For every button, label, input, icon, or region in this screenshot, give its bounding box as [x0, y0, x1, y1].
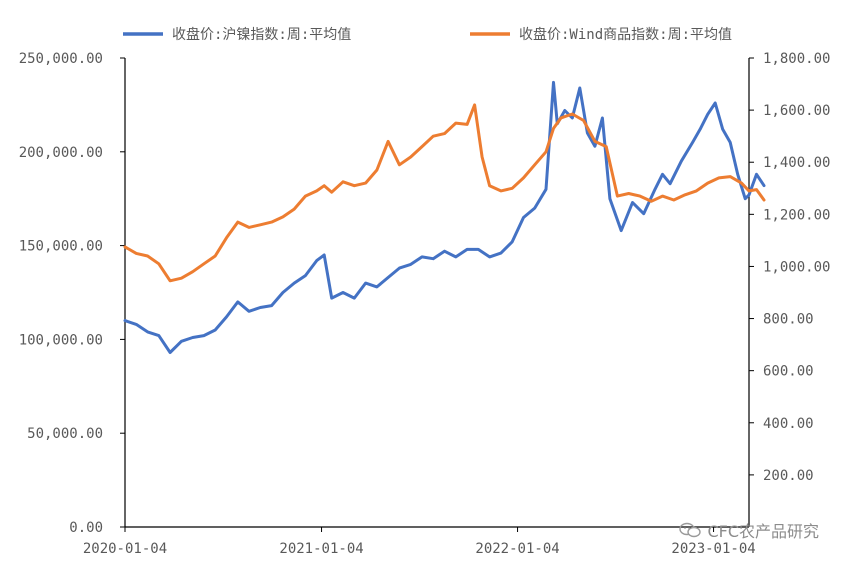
y-right-tick-label: 1,200.00 [763, 207, 830, 223]
y-right-tick-label: 200.00 [763, 468, 814, 484]
y-left-tick-label: 50,000.00 [27, 426, 103, 442]
wechat-icon [679, 522, 702, 538]
y-left-tick-label: 150,000.00 [19, 239, 103, 255]
y-left-tick-label: 100,000.00 [19, 332, 103, 348]
y-left-tick-label: 0.00 [69, 520, 103, 536]
y-right-tick-label: 400.00 [763, 416, 814, 432]
x-tick-label: 2022-01-04 [475, 541, 559, 557]
legend-label-nickel: 收盘价:沪镍指数:周:平均值 [172, 26, 351, 43]
y-right-tick-label: 1,000.00 [763, 259, 830, 275]
x-tick-label: 2021-01-04 [279, 541, 363, 557]
y-right-tick-label: 1,400.00 [763, 155, 830, 171]
y-left-tick-label: 200,000.00 [19, 145, 103, 161]
legend-label-wind: 收盘价:Wind商品指数:周:平均值 [519, 26, 732, 43]
x-tick-label: 2023-01-04 [671, 541, 755, 557]
watermark: CFC农产品研究 [679, 518, 819, 542]
y-left-tick-label: 250,000.00 [19, 51, 103, 67]
watermark-text: CFC农产品研究 [707, 522, 819, 541]
y-right-tick-label: 1,600.00 [763, 103, 830, 119]
legend: 收盘价:沪镍指数:周:平均值 收盘价:Wind商品指数:周:平均值 [123, 26, 732, 43]
series-line-wind [123, 103, 766, 283]
x-tick-label: 2020-01-04 [83, 541, 167, 557]
y-right-tick-label: 800.00 [763, 312, 814, 328]
y-right-tick-label: 600.00 [763, 364, 814, 380]
series-layer [123, 80, 766, 354]
series-line-nickel [123, 80, 766, 354]
y-right-tick-label: 1,800.00 [763, 51, 830, 67]
axes: 0.00 50,000.00 100,000.00 150,000.00 200,000… [19, 51, 831, 557]
